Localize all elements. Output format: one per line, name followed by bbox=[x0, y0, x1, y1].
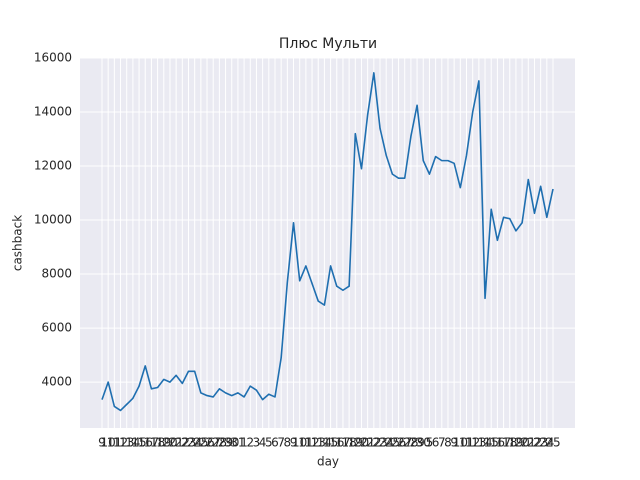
x-tick-label: 9 bbox=[290, 436, 298, 450]
x-tick-label: 11 bbox=[459, 436, 474, 450]
x-tick-label: 11 bbox=[298, 436, 313, 450]
y-tick-label: 4000 bbox=[41, 375, 72, 389]
x-tick-label: 10 bbox=[453, 436, 468, 450]
x-tick-label: 22 bbox=[366, 436, 381, 450]
x-tick-label: 18 bbox=[150, 436, 165, 450]
x-tick-label: 24 bbox=[379, 436, 394, 450]
x-tick-label: 20 bbox=[514, 436, 529, 450]
x-tick-label: 13 bbox=[471, 436, 486, 450]
x-tick-label: 8 bbox=[284, 436, 292, 450]
x-tick-label: 31 bbox=[230, 436, 245, 450]
chart-title: Плюс Мульти bbox=[279, 36, 377, 52]
x-tick-label: 13 bbox=[311, 436, 326, 450]
x-tick-label: 23 bbox=[372, 436, 387, 450]
x-tick-label: 24 bbox=[539, 436, 554, 450]
x-tick-label: 15 bbox=[484, 436, 499, 450]
x-tick-label: 29 bbox=[218, 436, 233, 450]
x-tick-label: 11 bbox=[107, 436, 122, 450]
x-tick-label: 25 bbox=[193, 436, 208, 450]
x-tick-label: 20 bbox=[162, 436, 177, 450]
x-tick-label: 10 bbox=[101, 436, 116, 450]
x-tick-label: 24 bbox=[187, 436, 202, 450]
x-tick-label: 1 bbox=[240, 436, 248, 450]
x-tick-label: 16 bbox=[329, 436, 344, 450]
x-tick-label: 12 bbox=[465, 436, 480, 450]
x-tick-label: 28 bbox=[212, 436, 227, 450]
x-tick-label: 15 bbox=[131, 436, 146, 450]
x-tick-label: 16 bbox=[490, 436, 505, 450]
x-tick-label: 12 bbox=[304, 436, 319, 450]
x-tick-label: 6 bbox=[432, 436, 440, 450]
x-tick-label: 30 bbox=[224, 436, 239, 450]
y-tick-label: 8000 bbox=[41, 267, 72, 281]
x-tick-label: 19 bbox=[348, 436, 363, 450]
x-tick-label: 7 bbox=[438, 436, 446, 450]
x-tick-label: 6 bbox=[271, 436, 279, 450]
x-tick-label: 18 bbox=[341, 436, 356, 450]
x-tick-label: 15 bbox=[323, 436, 338, 450]
x-tick-label: 21 bbox=[168, 436, 183, 450]
x-tick-label: 3 bbox=[253, 436, 261, 450]
x-axis-label: day bbox=[317, 455, 339, 469]
x-tick-label: 17 bbox=[496, 436, 511, 450]
x-tick-label: 23 bbox=[533, 436, 548, 450]
x-tick-label: 17 bbox=[335, 436, 350, 450]
x-tick-label: 14 bbox=[317, 436, 332, 450]
x-tick-label: 7 bbox=[277, 436, 285, 450]
x-tick-label: 29 bbox=[409, 436, 424, 450]
x-tick-label: 19 bbox=[508, 436, 523, 450]
x-tick-label: 16 bbox=[138, 436, 153, 450]
x-tick-label: 28 bbox=[403, 436, 418, 450]
x-tick-label: 21 bbox=[360, 436, 375, 450]
x-tick-label: 12 bbox=[113, 436, 128, 450]
x-tick-label: 9 bbox=[450, 436, 458, 450]
x-tick-label: 2 bbox=[246, 436, 254, 450]
x-tick-label: 4 bbox=[259, 436, 267, 450]
x-tick-label: 14 bbox=[477, 436, 492, 450]
x-tick-label: 9 bbox=[98, 436, 106, 450]
y-tick-label: 12000 bbox=[34, 159, 72, 173]
x-tick-label: 5 bbox=[426, 436, 434, 450]
x-tick-label: 10 bbox=[292, 436, 307, 450]
x-tick-label: 21 bbox=[521, 436, 536, 450]
x-tick-label: 22 bbox=[527, 436, 542, 450]
x-tick-label: 30 bbox=[416, 436, 431, 450]
x-tick-label: 20 bbox=[354, 436, 369, 450]
y-tick-label: 10000 bbox=[34, 213, 72, 227]
line bbox=[101, 72, 554, 412]
x-tick-label: 26 bbox=[391, 436, 406, 450]
y-axis-label: cashback bbox=[11, 215, 25, 271]
x-tick-label: 27 bbox=[397, 436, 412, 450]
x-tick-label: 26 bbox=[199, 436, 214, 450]
x-tick-label: 22 bbox=[175, 436, 190, 450]
x-tick-label: 17 bbox=[144, 436, 159, 450]
x-tick-label: 14 bbox=[125, 436, 140, 450]
x-tick-label: 25 bbox=[385, 436, 400, 450]
plot-area bbox=[80, 58, 575, 428]
y-tick-label: 16000 bbox=[34, 51, 72, 65]
x-tick-label: 18 bbox=[502, 436, 517, 450]
x-tick-label: 23 bbox=[181, 436, 196, 450]
x-tick-label: 5 bbox=[265, 436, 273, 450]
x-tick-label: 8 bbox=[444, 436, 452, 450]
x-tick-label: 25 bbox=[545, 436, 560, 450]
x-tick-label: 19 bbox=[156, 436, 171, 450]
y-tick-label: 6000 bbox=[41, 321, 72, 335]
x-tick-label: 13 bbox=[119, 436, 134, 450]
y-tick-label: 14000 bbox=[34, 105, 72, 119]
x-tick-label: 27 bbox=[206, 436, 221, 450]
